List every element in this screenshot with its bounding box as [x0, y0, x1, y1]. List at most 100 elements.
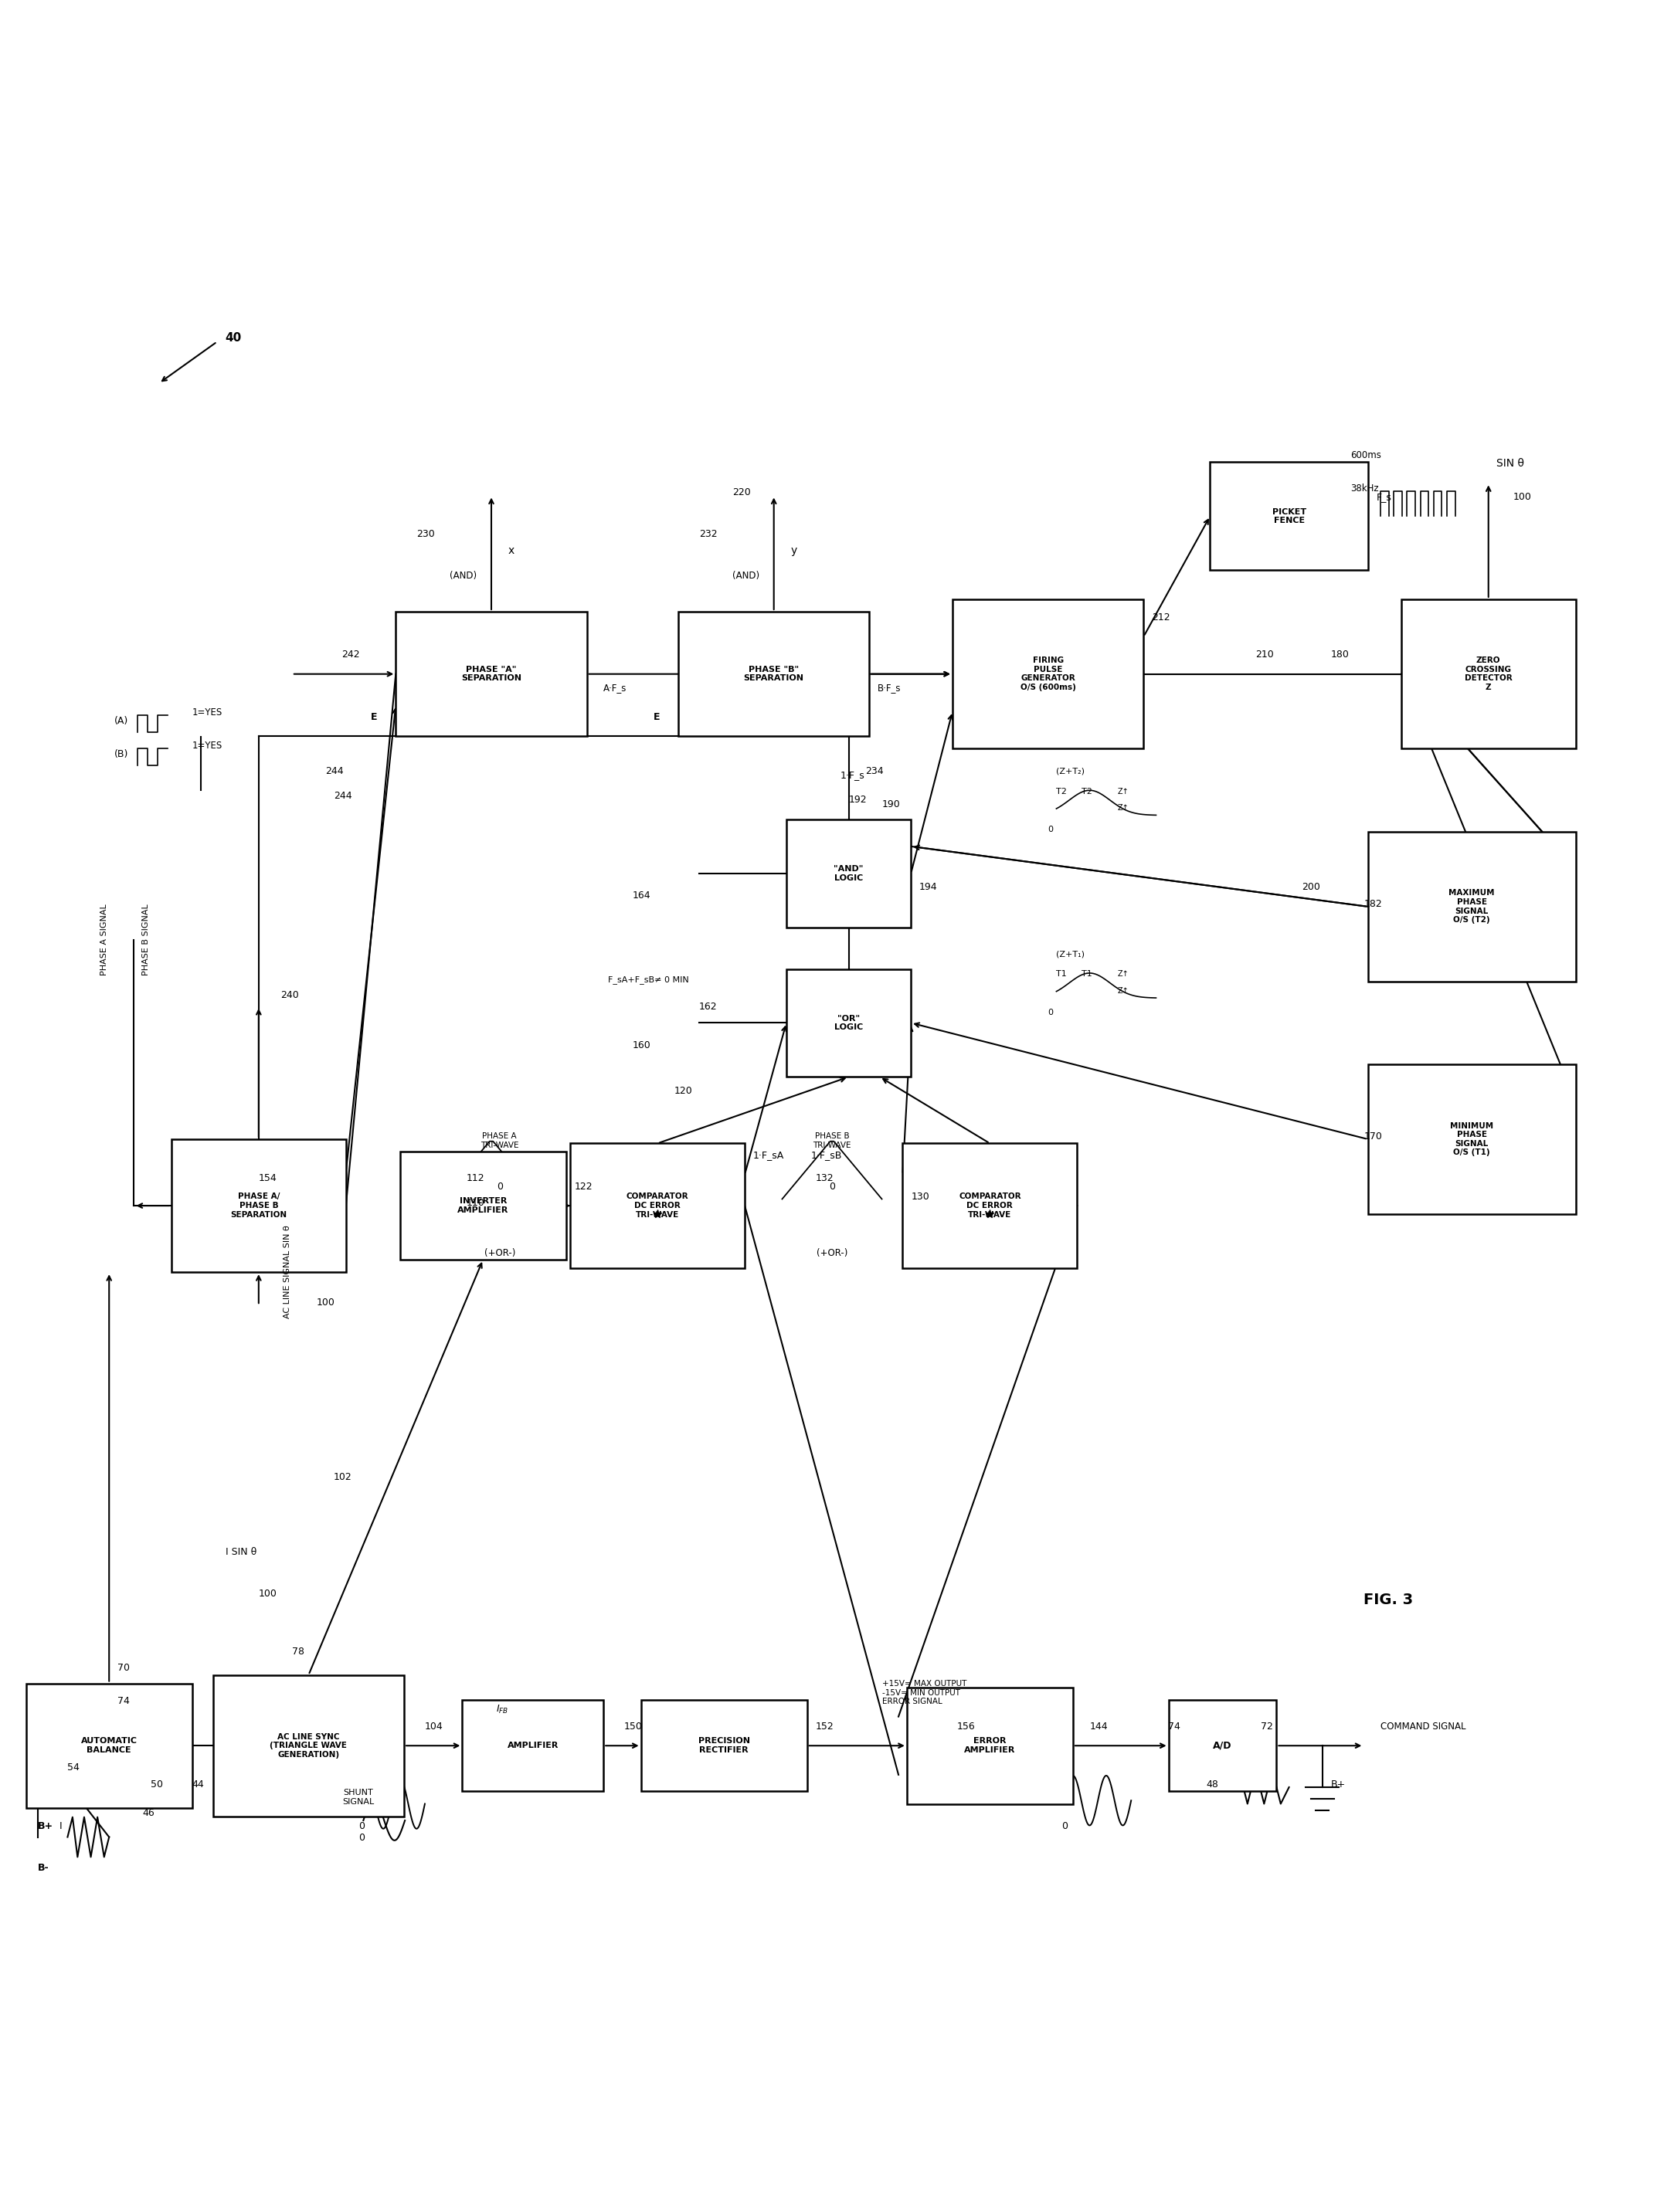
Text: B+: B+ — [1331, 1778, 1346, 1790]
Text: 74: 74 — [118, 1697, 130, 1705]
Text: 0: 0 — [1048, 825, 1053, 834]
Text: 50: 50 — [151, 1778, 163, 1790]
Text: 132: 132 — [815, 1172, 834, 1183]
Bar — [27, 1683, 191, 1807]
Text: PRECISION
RECTIFIER: PRECISION RECTIFIER — [699, 1736, 750, 1754]
Text: 1·F_s: 1·F_s — [840, 770, 865, 781]
Text: AUTOMATIC
BALANCE: AUTOMATIC BALANCE — [82, 1736, 138, 1754]
Text: 72: 72 — [1261, 1721, 1273, 1732]
Text: 170: 170 — [1364, 1133, 1383, 1141]
Text: PHASE A SIGNAL: PHASE A SIGNAL — [102, 905, 108, 975]
Text: 192: 192 — [849, 794, 867, 805]
Text: PICKET
FENCE: PICKET FENCE — [1271, 509, 1306, 524]
Bar — [952, 599, 1143, 750]
Text: 1=YES: 1=YES — [191, 741, 223, 752]
Text: 220: 220 — [732, 487, 750, 498]
Text: B-: B- — [38, 1863, 48, 1874]
Text: 232: 232 — [699, 529, 717, 540]
Bar — [396, 613, 587, 737]
Text: E: E — [654, 712, 661, 721]
Text: (Z+T₂): (Z+T₂) — [1057, 768, 1085, 774]
Text: 230: 230 — [416, 529, 434, 540]
Text: 182: 182 — [1364, 898, 1383, 909]
Text: 234: 234 — [865, 765, 884, 776]
Text: (AND): (AND) — [449, 571, 478, 582]
Text: 130: 130 — [910, 1192, 929, 1201]
Text: 154: 154 — [258, 1172, 276, 1183]
Bar — [571, 1144, 745, 1267]
Bar — [787, 969, 910, 1077]
Text: x: x — [508, 544, 514, 555]
Text: (B): (B) — [115, 750, 128, 759]
Text: F_sA+F_sB≠ 0 MIN: F_sA+F_sB≠ 0 MIN — [607, 975, 689, 984]
Text: 212: 212 — [1151, 613, 1170, 622]
Text: I SIN θ: I SIN θ — [225, 1546, 256, 1557]
Text: 54: 54 — [68, 1763, 80, 1772]
Bar — [1368, 832, 1576, 982]
Text: 110: 110 — [466, 1199, 484, 1208]
Text: 0: 0 — [358, 1820, 364, 1832]
Text: "AND"
LOGIC: "AND" LOGIC — [834, 865, 864, 883]
Text: E: E — [371, 712, 378, 721]
Text: Z↑: Z↑ — [1118, 987, 1130, 995]
Text: 600ms: 600ms — [1351, 451, 1381, 460]
Text: 112: 112 — [466, 1172, 484, 1183]
Text: AC LINE SYNC
(TRIANGLE WAVE
GENERATION): AC LINE SYNC (TRIANGLE WAVE GENERATION) — [270, 1732, 348, 1759]
Text: Z↑: Z↑ — [1118, 971, 1130, 978]
Text: COMPARATOR
DC ERROR
TRI-WAVE: COMPARATOR DC ERROR TRI-WAVE — [958, 1192, 1022, 1219]
Text: (A): (A) — [115, 717, 128, 726]
Text: 70: 70 — [118, 1663, 130, 1672]
Text: MAXIMUM
PHASE
SIGNAL
O/S (T2): MAXIMUM PHASE SIGNAL O/S (T2) — [1449, 889, 1494, 925]
Text: 244: 244 — [333, 792, 351, 801]
Text: 78: 78 — [291, 1646, 305, 1657]
Bar — [1368, 1064, 1576, 1214]
Text: F_s: F_s — [1376, 491, 1391, 502]
Bar — [641, 1701, 807, 1792]
Text: B+: B+ — [38, 1820, 53, 1832]
Text: 40: 40 — [225, 332, 241, 345]
Text: 38kHz: 38kHz — [1351, 484, 1379, 493]
Text: INVERTER
AMPLIFIER: INVERTER AMPLIFIER — [458, 1197, 509, 1214]
Bar — [213, 1674, 404, 1816]
Text: 1·F_sA: 1·F_sA — [754, 1150, 784, 1161]
Text: 160: 160 — [632, 1040, 651, 1051]
Text: T1: T1 — [1057, 971, 1067, 978]
Text: AC LINE SIGNAL SIN θ: AC LINE SIGNAL SIN θ — [283, 1225, 291, 1318]
Text: 244: 244 — [324, 765, 343, 776]
Bar — [463, 1701, 604, 1792]
Text: 102: 102 — [333, 1473, 351, 1482]
Text: PHASE B
TRI-WAVE: PHASE B TRI-WAVE — [814, 1133, 850, 1148]
Bar — [399, 1152, 566, 1259]
Text: 162: 162 — [699, 1002, 717, 1011]
Text: 104: 104 — [424, 1721, 443, 1732]
Text: PHASE "A"
SEPARATION: PHASE "A" SEPARATION — [461, 666, 521, 681]
Text: 156: 156 — [957, 1721, 975, 1732]
Text: 100: 100 — [316, 1298, 334, 1307]
Text: (+OR-): (+OR-) — [484, 1248, 516, 1259]
Text: 120: 120 — [674, 1086, 692, 1095]
Text: T2: T2 — [1057, 787, 1067, 794]
Text: 122: 122 — [574, 1181, 592, 1192]
Text: 1·F_sB: 1·F_sB — [812, 1150, 842, 1161]
Text: 44: 44 — [191, 1778, 205, 1790]
Text: FIRING
PULSE
GENERATOR
O/S (600ms): FIRING PULSE GENERATOR O/S (600ms) — [1020, 657, 1077, 692]
Text: A·F_s: A·F_s — [604, 684, 627, 692]
Text: 46: 46 — [143, 1807, 155, 1818]
Bar — [787, 818, 910, 927]
Bar — [679, 613, 869, 737]
Text: B·F_s: B·F_s — [877, 684, 902, 692]
Text: SIN θ: SIN θ — [1496, 458, 1524, 469]
Text: 0: 0 — [496, 1181, 503, 1192]
Text: ERROR
AMPLIFIER: ERROR AMPLIFIER — [963, 1736, 1015, 1754]
Text: 0: 0 — [829, 1181, 835, 1192]
Text: 200: 200 — [1301, 883, 1320, 891]
Text: 164: 164 — [632, 891, 651, 900]
Text: Z↑: Z↑ — [1118, 787, 1130, 794]
Text: y: y — [790, 544, 797, 555]
Text: +15V= MAX OUTPUT
-15V= MIN OUTPUT
ERROR SIGNAL: +15V= MAX OUTPUT -15V= MIN OUTPUT ERROR … — [882, 1681, 967, 1705]
Text: PHASE B SIGNAL: PHASE B SIGNAL — [143, 905, 150, 975]
Text: 190: 190 — [882, 799, 900, 810]
Text: 210: 210 — [1256, 650, 1275, 659]
Text: COMMAND SIGNAL: COMMAND SIGNAL — [1381, 1721, 1466, 1732]
Text: PHASE A
TRI-WAVE: PHASE A TRI-WAVE — [481, 1133, 519, 1148]
